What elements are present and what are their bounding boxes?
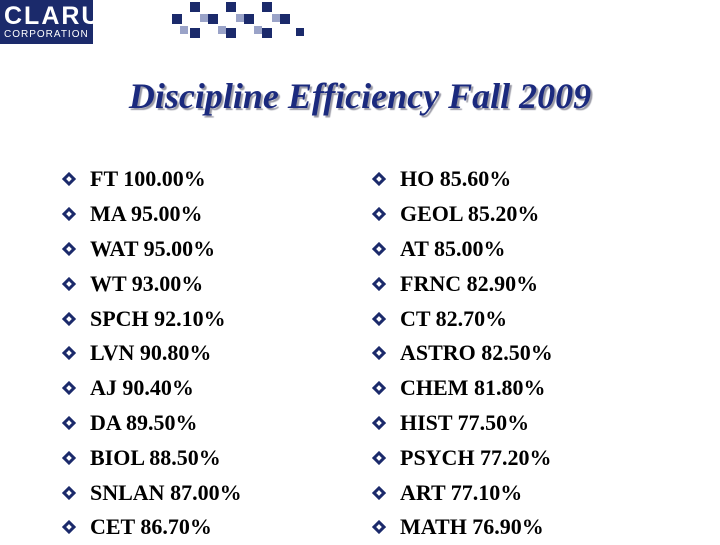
list-item-text: SNLAN 87.00% bbox=[90, 479, 242, 505]
list-item-text: WAT 95.00% bbox=[90, 235, 216, 261]
list-item: ASTRO 82.50% bbox=[372, 336, 553, 371]
company-logo: CLARUS CORPORATION bbox=[0, 0, 118, 44]
checker-pattern-decoration bbox=[172, 2, 304, 38]
diamond-bullet-icon bbox=[372, 381, 386, 396]
list-item: ART 77.10% bbox=[372, 475, 553, 510]
list-item-text: BIOL 88.50% bbox=[90, 444, 221, 470]
list-item-text: FT 100.00% bbox=[90, 166, 206, 192]
list-item: BIOL 88.50% bbox=[62, 440, 242, 475]
diamond-bullet-icon bbox=[372, 207, 386, 222]
list-item-text: FRNC 82.90% bbox=[400, 270, 539, 296]
diamond-bullet-icon bbox=[62, 276, 76, 291]
diamond-bullet-icon bbox=[62, 415, 76, 430]
diamond-bullet-icon bbox=[62, 241, 76, 256]
list-item: DA 89.50% bbox=[62, 406, 242, 441]
list-item-text: GEOL 85.20% bbox=[400, 201, 540, 227]
diamond-bullet-icon bbox=[372, 520, 386, 535]
list-item: WT 93.00% bbox=[62, 266, 242, 301]
diamond-bullet-icon bbox=[372, 485, 386, 500]
list-item-text: AJ 90.40% bbox=[90, 375, 194, 401]
slide-title: Discipline Efficiency Fall 2009 bbox=[128, 76, 592, 116]
list-item-text: WT 93.00% bbox=[90, 270, 204, 296]
list-item: AJ 90.40% bbox=[62, 371, 242, 406]
diamond-bullet-icon bbox=[62, 450, 76, 465]
diamond-bullet-icon bbox=[62, 346, 76, 361]
list-item: SNLAN 87.00% bbox=[62, 475, 242, 510]
right-discipline-list: HO 85.60% GEOL 85.20% AT 85.00% FRNC 82.… bbox=[372, 162, 553, 545]
list-item: MATH 76.90% bbox=[372, 510, 553, 545]
list-item: SPCH 92.10% bbox=[62, 301, 242, 336]
diamond-bullet-icon bbox=[62, 381, 76, 396]
diamond-bullet-icon bbox=[372, 415, 386, 430]
diamond-bullet-icon bbox=[372, 172, 386, 187]
list-item-text: PSYCH 77.20% bbox=[400, 444, 552, 470]
diamond-bullet-icon bbox=[62, 520, 76, 535]
list-item: CET 86.70% bbox=[62, 510, 242, 545]
list-item-text: LVN 90.80% bbox=[90, 340, 212, 366]
list-item: AT 85.00% bbox=[372, 232, 553, 267]
list-item-text: MA 95.00% bbox=[90, 201, 203, 227]
list-item: FRNC 82.90% bbox=[372, 266, 553, 301]
list-item-text: CET 86.70% bbox=[90, 514, 212, 540]
list-item-text: HIST 77.50% bbox=[400, 409, 530, 435]
header-banner: CLARUS CORPORATION bbox=[0, 0, 720, 44]
list-item-text: ASTRO 82.50% bbox=[400, 340, 553, 366]
diamond-bullet-icon bbox=[372, 241, 386, 256]
list-item: WAT 95.00% bbox=[62, 232, 242, 267]
list-item: GEOL 85.20% bbox=[372, 197, 553, 232]
logo-name: CLARUS bbox=[4, 2, 121, 30]
list-item-text: CHEM 81.80% bbox=[400, 375, 546, 401]
list-item: FT 100.00% bbox=[62, 162, 242, 197]
list-item: PSYCH 77.20% bbox=[372, 440, 553, 475]
diamond-bullet-icon bbox=[62, 207, 76, 222]
list-item-text: SPCH 92.10% bbox=[90, 305, 226, 331]
list-item-text: HO 85.60% bbox=[400, 166, 512, 192]
logo-subtitle: CORPORATION bbox=[4, 29, 89, 40]
diamond-bullet-icon bbox=[372, 346, 386, 361]
list-item: HIST 77.50% bbox=[372, 406, 553, 441]
list-item: CHEM 81.80% bbox=[372, 371, 553, 406]
list-item-text: CT 82.70% bbox=[400, 305, 508, 331]
list-item-text: ART 77.10% bbox=[400, 479, 523, 505]
diamond-bullet-icon bbox=[62, 485, 76, 500]
left-discipline-list: FT 100.00% MA 95.00% WAT 95.00% WT 93.00… bbox=[62, 162, 242, 545]
list-item: LVN 90.80% bbox=[62, 336, 242, 371]
diamond-bullet-icon bbox=[62, 311, 76, 326]
list-item-text: DA 89.50% bbox=[90, 409, 198, 435]
list-item-text: MATH 76.90% bbox=[400, 514, 544, 540]
diamond-bullet-icon bbox=[372, 276, 386, 291]
list-item: HO 85.60% bbox=[372, 162, 553, 197]
diamond-bullet-icon bbox=[62, 172, 76, 187]
list-item: CT 82.70% bbox=[372, 301, 553, 336]
list-item-text: AT 85.00% bbox=[400, 235, 506, 261]
list-item: MA 95.00% bbox=[62, 197, 242, 232]
diamond-bullet-icon bbox=[372, 450, 386, 465]
diamond-bullet-icon bbox=[372, 311, 386, 326]
